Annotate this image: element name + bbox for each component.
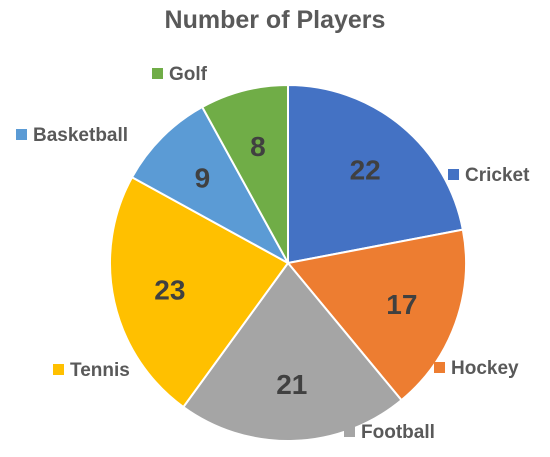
legend-swatch-football [344, 426, 355, 437]
legend-label-football: Football [361, 422, 435, 443]
slice-value-tennis: 23 [154, 274, 185, 305]
pie-slice-golf [200, 83, 289, 264]
legend-swatch-tennis [53, 364, 64, 375]
legend-swatch-golf [152, 68, 163, 79]
legend-label-basketball: Basketball [33, 125, 128, 146]
legend-swatch-cricket [448, 169, 459, 180]
legend-label-hockey: Hockey [451, 358, 519, 379]
pie-slice-cricket [287, 83, 465, 265]
pie-slice-basketball [130, 105, 291, 266]
slice-value-golf: 8 [250, 131, 266, 162]
legend-swatch-basketball [16, 129, 27, 140]
slice-value-basketball: 9 [195, 162, 211, 193]
slice-value-cricket: 22 [350, 155, 381, 186]
legend-label-cricket: Cricket [465, 165, 530, 186]
slice-value-football: 21 [276, 369, 307, 400]
slice-value-hockey: 17 [386, 289, 417, 320]
legend-swatch-hockey [434, 362, 445, 373]
pie-slice-tennis [109, 175, 290, 409]
legend-label-tennis: Tennis [70, 360, 130, 381]
legend-label-golf: Golf [169, 64, 208, 85]
pie-slice-football [181, 261, 403, 442]
pie-slice-hockey [286, 228, 467, 402]
chart-title: Number of Players [164, 6, 386, 34]
